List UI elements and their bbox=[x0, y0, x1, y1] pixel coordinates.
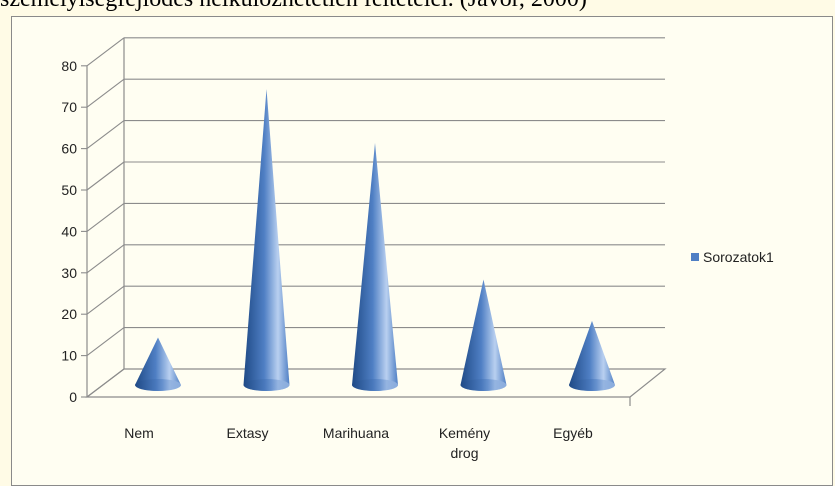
y-axis: 0 10 20 30 40 50 60 70 80 bbox=[61, 58, 88, 405]
cone-body bbox=[243, 89, 290, 392]
cone-body bbox=[352, 142, 398, 391]
x-tick-label: Marihuana bbox=[323, 425, 389, 441]
cone-base bbox=[352, 379, 398, 391]
gridline-side bbox=[86, 244, 125, 274]
cone-bar bbox=[243, 89, 290, 392]
cone-bar bbox=[135, 337, 181, 391]
gridlines bbox=[86, 37, 665, 398]
gridline-side bbox=[86, 161, 125, 191]
legend-swatch bbox=[691, 253, 699, 261]
cone-bar bbox=[569, 320, 615, 391]
cone-base bbox=[460, 379, 507, 391]
cone-bar bbox=[460, 279, 507, 392]
chart-caption: személyiségfejlődés nélkülözhetetlen fel… bbox=[0, 0, 587, 13]
y-tick-label: 20 bbox=[61, 306, 77, 322]
y-tick-label: 70 bbox=[61, 99, 77, 115]
x-tick-label: Extasy bbox=[226, 425, 268, 441]
gridline-side bbox=[86, 327, 125, 357]
gridline-side bbox=[86, 285, 125, 315]
y-tick-label: 0 bbox=[69, 389, 77, 405]
x-tick-label: Nem bbox=[124, 425, 154, 441]
x-tick-label: drog bbox=[450, 445, 478, 461]
cone-base bbox=[569, 379, 615, 391]
gridline-side bbox=[86, 37, 125, 67]
legend: Sorozatok1 bbox=[691, 249, 774, 265]
x-tick-label: Kemény bbox=[439, 425, 490, 441]
cones bbox=[135, 89, 615, 392]
gridline-side bbox=[86, 368, 125, 398]
cone-base bbox=[135, 379, 181, 391]
gridline-side bbox=[86, 202, 125, 232]
y-tick-label: 50 bbox=[61, 182, 77, 198]
cone-base bbox=[243, 379, 290, 391]
cone-body bbox=[460, 279, 507, 392]
y-tick-label: 10 bbox=[61, 348, 77, 364]
y-tick-label: 30 bbox=[61, 265, 77, 281]
x-tick-label: Egyéb bbox=[553, 425, 593, 441]
y-tick-label: 40 bbox=[61, 223, 77, 239]
cone-bar bbox=[352, 142, 398, 391]
y-tick-label: 60 bbox=[61, 141, 77, 157]
cone-body bbox=[569, 320, 615, 391]
y-tick-label: 80 bbox=[61, 58, 77, 74]
cone-body bbox=[135, 337, 181, 391]
chart-frame bbox=[11, 16, 833, 486]
x-axis: Nem Extasy Marihuana Kemény drog Egyéb bbox=[124, 425, 593, 461]
gridline-side bbox=[86, 120, 125, 150]
gridline-side bbox=[86, 78, 125, 108]
legend-label: Sorozatok1 bbox=[703, 249, 774, 265]
